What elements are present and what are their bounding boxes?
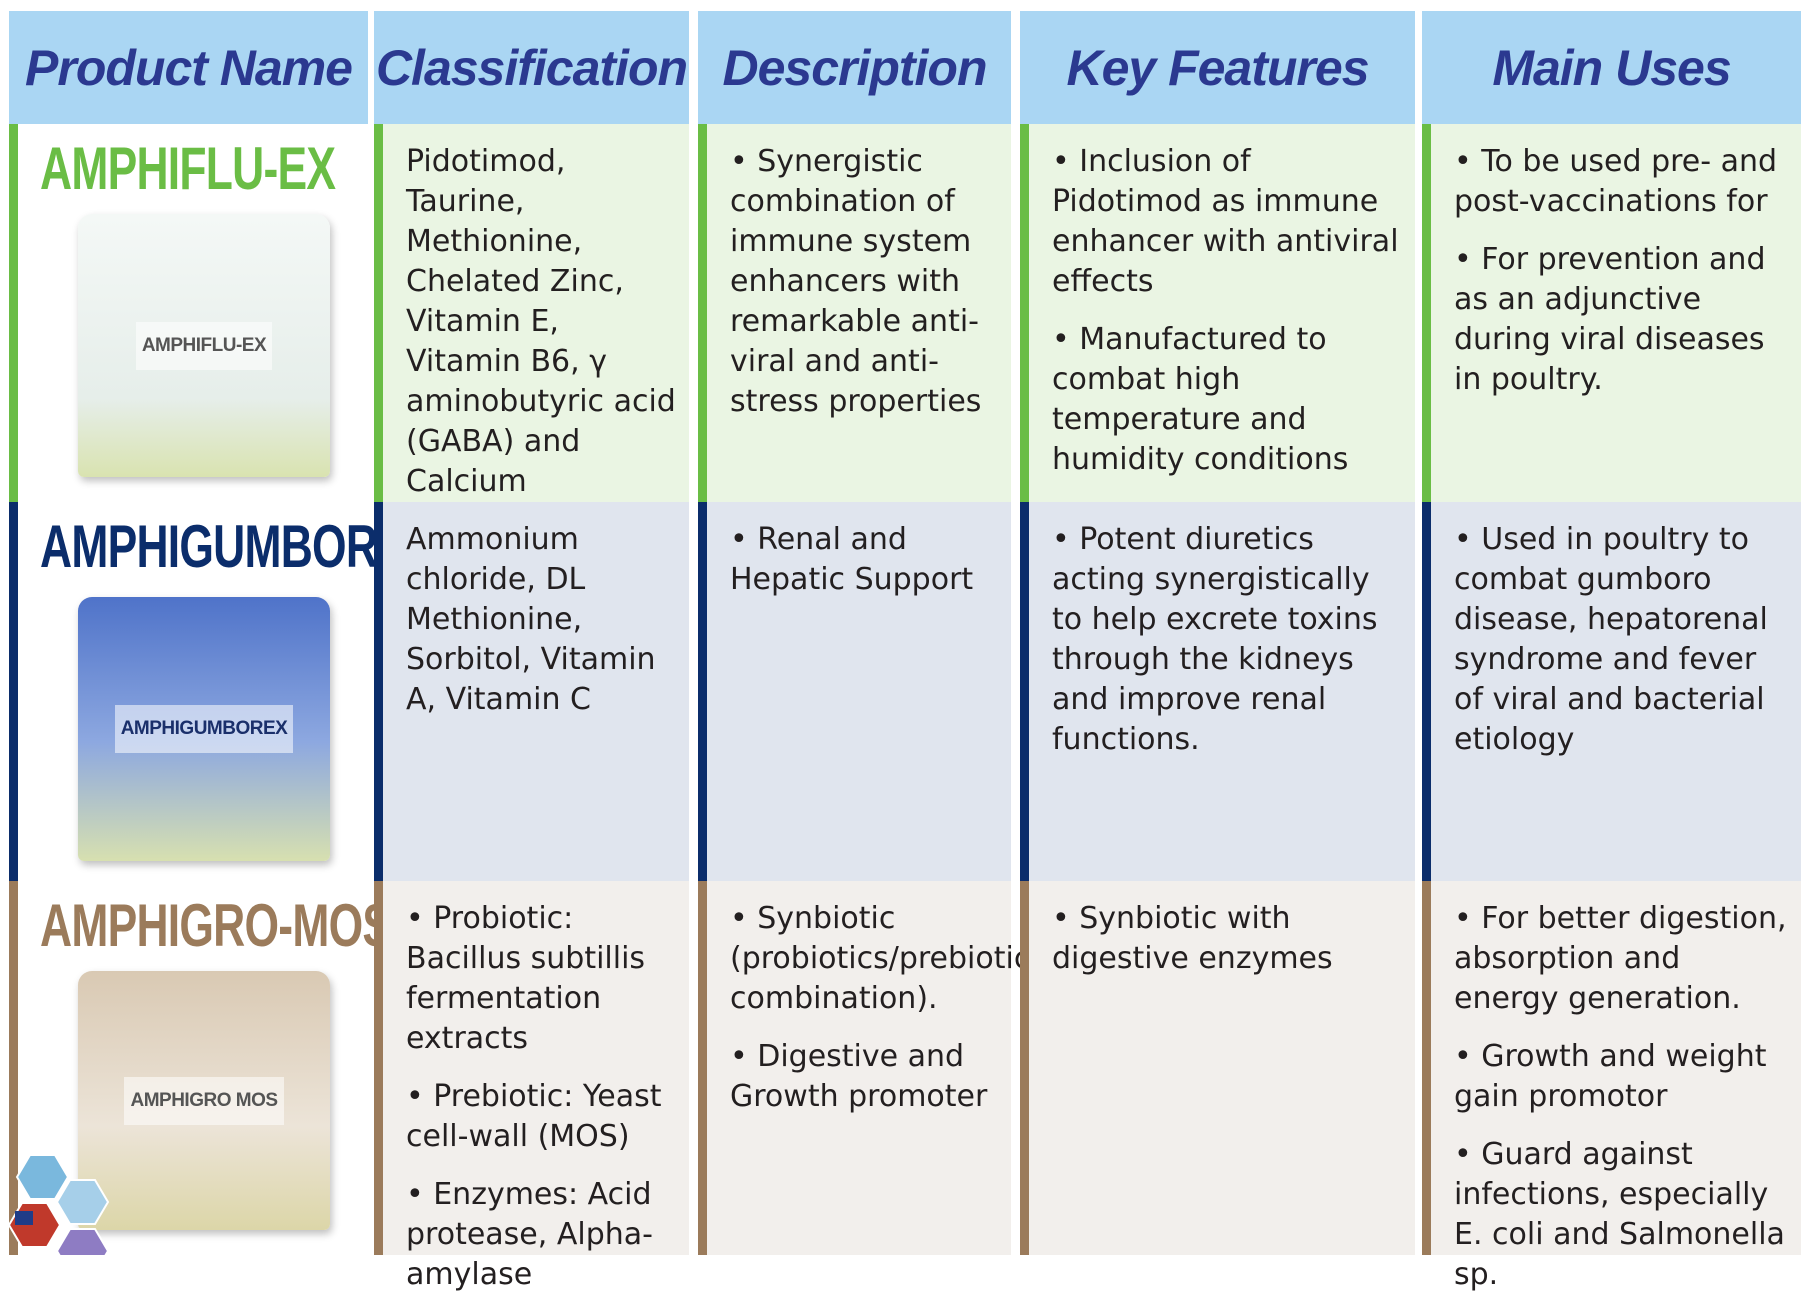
paragraph: • Guard against infections, especially E…	[1454, 1137, 1785, 1292]
paragraph: • Probiotic: Bacillus subtillis fermenta…	[406, 901, 646, 1056]
text-cell: • To be used pre- and post-vaccinations …	[1422, 124, 1801, 502]
text-cell: • Inclusion of Pidotimod as immune enhan…	[1020, 124, 1415, 502]
header-cell: Product Name	[9, 11, 368, 124]
header-cell: Description	[698, 11, 1011, 124]
paragraph: Ammonium chloride, DL Methionine, Sorbit…	[406, 522, 656, 717]
product-pouch: AMPHIGUMBOREX	[78, 597, 330, 861]
paragraph: • To be used pre- and post-vaccinations …	[1454, 144, 1778, 219]
text-cell: • Potent diuretics acting synergisticall…	[1020, 502, 1415, 881]
text-cell: • Probiotic: Bacillus subtillis fermenta…	[374, 881, 689, 1292]
paragraph: • Inclusion of Pidotimod as immune enhan…	[1052, 144, 1399, 299]
paragraph: • Digestive and Growth promoter	[730, 1039, 988, 1114]
paragraph: • For prevention and as an adjunctive du…	[1454, 242, 1766, 397]
text-cell: • Synbiotic (probiotics/prebiotics combi…	[698, 881, 1046, 1255]
header-text: Description	[722, 39, 987, 96]
header-text: Key Features	[1066, 39, 1369, 96]
header-text: Product Name	[25, 39, 353, 96]
header-text: Classification	[375, 39, 688, 96]
paragraph: • For better digestion, absorption and e…	[1454, 901, 1787, 1016]
product-pouch: AMPHIFLU-EX	[78, 214, 330, 477]
text-cell: Pidotimod, Taurine, Methionine, Chelated…	[374, 124, 689, 539]
header-cell: Main Uses	[1422, 11, 1801, 124]
product-pouch: AMPHIGRO MOS	[78, 971, 330, 1230]
pouch-label: AMPHIFLU-EX	[135, 321, 273, 370]
paragraph: • Renal and Hepatic Support	[730, 522, 974, 597]
paragraph: • Used in poultry to combat gumboro dise…	[1454, 522, 1768, 757]
paragraph: • Enzymes: Acid protease, Alpha-amylase	[406, 1177, 653, 1292]
paragraph: • Potent diuretics acting synergisticall…	[1052, 522, 1378, 757]
header-text: Main Uses	[1492, 39, 1731, 96]
text-cell: Ammonium chloride, DL Methionine, Sorbit…	[374, 502, 689, 881]
product-cell: AMPHIFLU-EX AMPHIFLU-EX	[9, 124, 368, 502]
text-cell: • Synergistic combination of immune syst…	[698, 124, 1011, 502]
product-name: AMPHIGRO-MOS	[40, 892, 392, 959]
product-cell: AMPHIGUMBOREX AMPHIGUMBOREX	[9, 502, 436, 881]
text-cell: • Renal and Hepatic Support	[698, 502, 1011, 881]
page: {"table": { "headers": ["Product Name", …	[7, 11, 1801, 1292]
text-cell: • Used in poultry to combat gumboro dise…	[1422, 502, 1801, 881]
product-name: AMPHIGUMBOREX	[40, 513, 436, 580]
text-cell: • For better digestion, absorption and e…	[1422, 881, 1801, 1292]
pouch-label: AMPHIGUMBOREX	[114, 705, 294, 753]
pouch-label: AMPHIGRO MOS	[124, 1076, 284, 1125]
paragraph: • Prebiotic: Yeast cell-wall (MOS)	[406, 1079, 662, 1154]
paragraph: • Synbiotic (probiotics/prebiotics combi…	[730, 901, 1046, 1016]
paragraph: Pidotimod, Taurine, Methionine, Chelated…	[406, 144, 676, 539]
paragraph: • Growth and weight gain promotor	[1454, 1039, 1767, 1114]
logo	[7, 1154, 110, 1255]
header-cell: Classification	[374, 11, 689, 124]
text-cell: • Synbiotic with digestive enzymes	[1020, 881, 1415, 1255]
header-cell: Key Features	[1020, 11, 1415, 124]
paragraph: • Synergistic combination of immune syst…	[730, 144, 982, 419]
paragraph: • Manufactured to combat high temperatur…	[1052, 322, 1349, 477]
paragraph: • Synbiotic with digestive enzymes	[1052, 901, 1333, 976]
product-name: AMPHIFLU-EX	[40, 135, 336, 202]
